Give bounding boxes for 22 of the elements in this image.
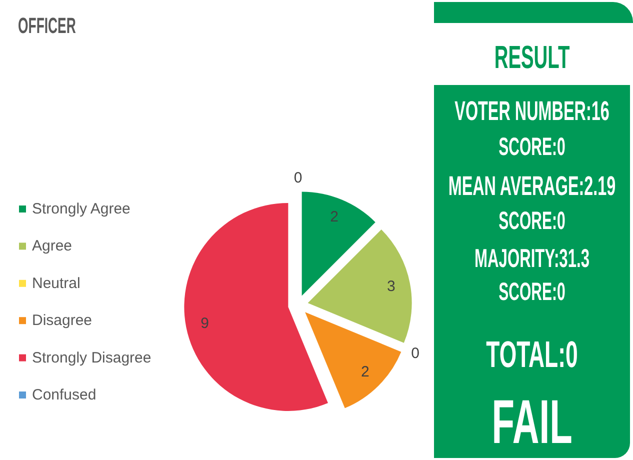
text: RESULT (494, 38, 570, 76)
text: MEAN AVERAGE:2.19 (448, 170, 616, 202)
data-label: 2 (361, 364, 370, 381)
text: VOTER NUMBER:16 (454, 96, 610, 126)
text: 0 (411, 345, 420, 362)
legend-label: Neutral (32, 274, 80, 292)
text: SCORE:0 (498, 133, 566, 162)
text: SCORE:0 (498, 207, 566, 236)
text: MAJORITY:31.3 (474, 244, 590, 274)
chart-title: OFFICER (18, 14, 76, 38)
legend-label: Strongly Agree (32, 200, 130, 218)
data-label: 3 (387, 278, 396, 295)
legend-label: Confused (32, 386, 96, 404)
text: 0 (294, 170, 302, 186)
data-label: 2 (330, 208, 339, 226)
text: TOTAL:0 (486, 334, 578, 376)
text: FAIL (492, 387, 572, 456)
legend-label: Agree (32, 238, 72, 255)
text: SCORE:0 (498, 278, 566, 306)
legend-label: Strongly Disagree (32, 349, 152, 366)
data-label: 9 (200, 315, 209, 332)
legend-label: Disagree (32, 312, 92, 330)
